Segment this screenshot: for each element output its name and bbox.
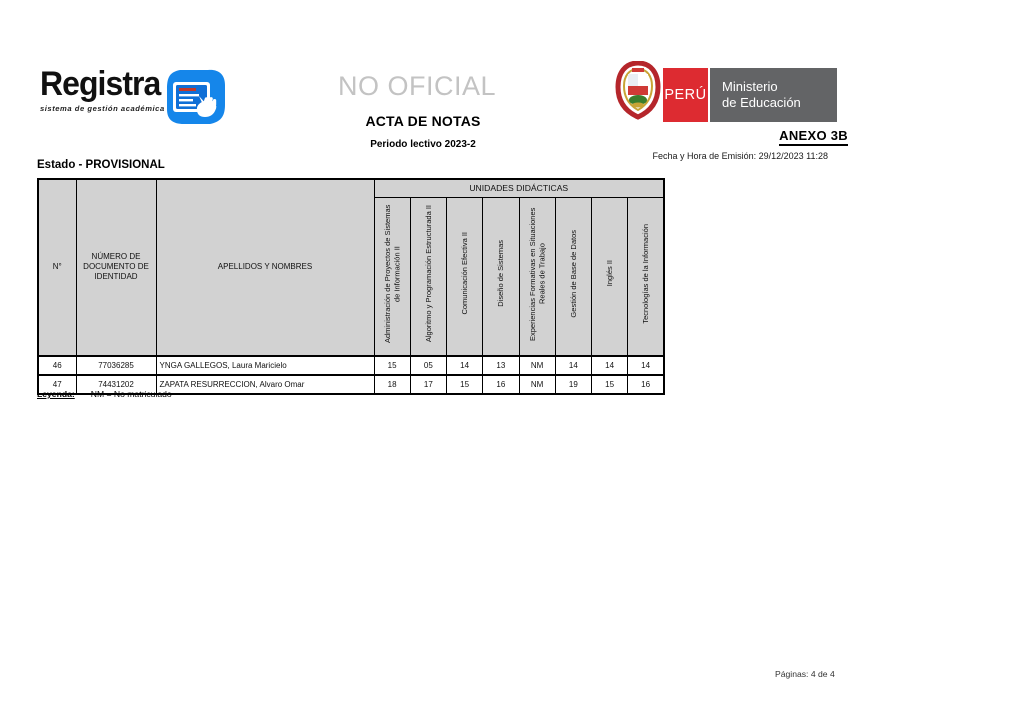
page-counter: Páginas: 4 de 4 (775, 669, 835, 679)
unit-column-header: Algoritmo y Programación Estructurada II (409, 196, 448, 356)
unit-column-label: Algoritmo y Programación Estructurada II (423, 204, 433, 343)
ministry-line1: Ministerio (722, 79, 778, 95)
title-block: ACTA DE NOTAS Periodo lectivo 2023-2 (333, 113, 513, 150)
grade-cell: 17 (409, 373, 448, 395)
grade-cell: NM (518, 373, 556, 395)
unit-header-row: Administración de Proyectos de Sistemas … (38, 196, 665, 356)
col-header-numero: N° (37, 178, 77, 356)
document-number-cell: 77036285 (75, 354, 157, 376)
anexo-label: ANEXO 3B (779, 128, 848, 146)
grade-cell: 15 (590, 373, 629, 395)
unit-column-header: Experiencias Formativas en Situaciones R… (518, 196, 556, 356)
hand-cursor-icon (196, 96, 217, 117)
unit-column-label: Diseño de Sistemas (496, 240, 506, 307)
grade-cell: 18 (373, 373, 411, 395)
grade-cell: 14 (554, 354, 593, 376)
student-row: 47 74431202 ZAPATA RESURRECCION, Alvaro Om… (37, 373, 665, 395)
peru-coat-of-arms-icon (615, 60, 661, 130)
page-title: ACTA DE NOTAS (365, 113, 481, 129)
estado-provisional-label: Estado - PROVISIONAL (37, 159, 165, 171)
unit-column-label: Inglés II (604, 260, 614, 287)
grade-cell: 14 (445, 354, 484, 376)
grade-cell: 15 (373, 354, 411, 376)
unit-column-label: Comunicación Efectiva II (459, 232, 469, 315)
unit-column-label: Gestión de Base de Datos (568, 229, 578, 318)
grade-cell: 05 (409, 354, 448, 376)
ministry-label: Ministerio de Educación (709, 68, 837, 122)
student-name-cell: YNGA GALLEGOS, Laura Maricielo (155, 354, 375, 376)
legend-label: Leyenda: (37, 389, 75, 399)
unit-column-header: Gestión de Base de Datos (554, 196, 593, 356)
grade-cell: 13 (482, 354, 520, 376)
unit-column-header: Comunicación Efectiva II (445, 196, 484, 356)
ministry-line2: de Educación (722, 95, 801, 110)
grade-cell: 16 (627, 373, 665, 395)
legend-text: NM = No matriculado (90, 389, 172, 399)
registra-logo-wordmark: Registra (40, 65, 161, 103)
unit-column-label: Experiencias Formativas en Situaciones R… (527, 206, 547, 341)
registra-logo-tagline: sistema de gestión académica (40, 104, 165, 114)
unit-column-label: Tecnologías de la Información (640, 223, 650, 324)
period-subtitle: Periodo lectivo 2023-2 (370, 139, 476, 150)
row-number-cell: 47 (37, 373, 77, 395)
no-oficial-watermark: NO OFICIAL (338, 71, 497, 101)
grades-table: N° NÚMERO DE DOCUMENTO DE IDENTIDAD APEL… (37, 178, 665, 395)
legend: Leyenda: NM = No matriculado (37, 389, 172, 399)
grades-tbody: 46 77036285 YNGA GALLEGOS, Laura Maricielo… (37, 354, 665, 395)
grade-cell: 14 (627, 354, 665, 376)
registra-app-icon (166, 69, 226, 130)
grade-cell: 15 (445, 373, 484, 395)
unit-column-header: Tecnologías de la Información (627, 196, 665, 356)
unit-column-header: Diseño de Sistemas (482, 196, 520, 356)
unit-column-header: Administración de Proyectos de Sistemas … (373, 196, 411, 356)
grade-cell: 14 (590, 354, 629, 376)
emission-datetime: Fecha y Hora de Emisión: 29/12/2023 11:2… (652, 151, 828, 161)
unit-column-label: Administración de Proyectos de Sistemas … (382, 204, 402, 343)
registra-logo: Registra sistema de gestión académica (40, 65, 235, 132)
student-row: 46 77036285 YNGA GALLEGOS, Laura Maricielo… (37, 354, 665, 376)
grade-cell: NM (518, 354, 556, 376)
student-name-cell: ZAPATA RESURRECCION, Alvaro Omar (155, 373, 375, 395)
grade-cell: 19 (554, 373, 593, 395)
unit-column-header: Inglés II (590, 196, 629, 356)
grade-cell: 16 (482, 373, 520, 395)
unidades-didacticas-header: UNIDADES DIDÁCTICAS (373, 178, 665, 198)
col-header-apellidos: APELLIDOS Y NOMBRES (155, 178, 375, 356)
row-number-cell: 46 (37, 354, 77, 376)
table-group-header-row: N° NÚMERO DE DOCUMENTO DE IDENTIDAD APEL… (37, 178, 665, 356)
col-header-documento: NÚMERO DE DOCUMENTO DE IDENTIDAD (75, 178, 157, 356)
document-number-cell: 74431202 (75, 373, 157, 395)
peru-flag-label: PERÚ (663, 68, 708, 122)
